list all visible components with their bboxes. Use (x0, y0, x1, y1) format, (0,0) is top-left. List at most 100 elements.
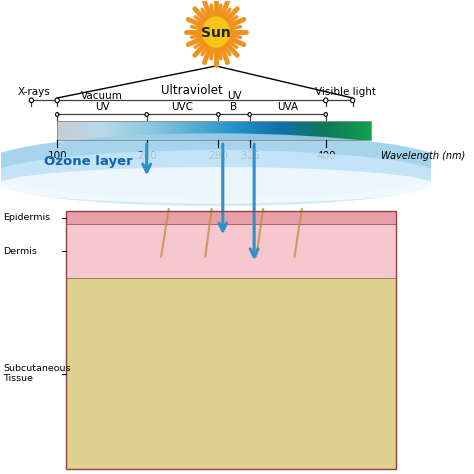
Bar (84, 120, 85, 140)
Bar (325, 120, 326, 140)
Bar (141, 120, 142, 140)
Bar (312, 120, 313, 140)
Bar (292, 120, 293, 140)
Bar (232, 120, 233, 140)
Bar (91, 120, 92, 140)
Bar (156, 120, 157, 140)
Bar (320, 120, 321, 140)
Bar (319, 120, 320, 140)
Bar (337, 120, 338, 140)
Bar (328, 120, 329, 140)
Bar (166, 120, 167, 140)
Bar (222, 120, 223, 140)
Bar (99, 120, 100, 140)
Bar (106, 120, 107, 140)
Bar (353, 120, 354, 140)
Bar (190, 120, 191, 140)
Bar (111, 120, 112, 140)
Bar (276, 120, 277, 140)
Bar (359, 120, 360, 140)
Bar (266, 120, 267, 140)
Bar (322, 120, 323, 140)
Bar (256, 120, 257, 140)
Bar (63, 120, 64, 140)
Bar (171, 120, 172, 140)
Bar (206, 120, 207, 140)
Bar (255, 120, 256, 140)
Bar (98, 120, 99, 140)
Bar (271, 120, 272, 140)
Bar (65, 120, 66, 140)
Bar (150, 120, 151, 140)
Bar (76, 120, 77, 140)
Bar (217, 120, 218, 140)
Bar (130, 120, 131, 140)
Bar (129, 120, 130, 140)
Bar (178, 120, 179, 140)
Bar (174, 120, 175, 140)
Text: Sun: Sun (201, 26, 231, 40)
Text: Epidermis: Epidermis (3, 213, 51, 222)
Bar (240, 120, 241, 140)
Bar (269, 120, 270, 140)
Bar (121, 120, 122, 140)
Bar (327, 120, 328, 140)
Bar (183, 120, 184, 140)
Bar (329, 120, 330, 140)
Bar (223, 120, 224, 140)
Bar (100, 120, 101, 140)
Bar (154, 120, 155, 140)
Bar (297, 120, 298, 140)
Bar (288, 120, 289, 140)
Bar (276, 120, 277, 140)
Bar (252, 120, 253, 140)
Bar (333, 120, 334, 140)
Bar (167, 120, 168, 140)
Bar (69, 120, 70, 140)
Bar (294, 120, 295, 140)
Bar (233, 120, 234, 140)
Bar (304, 120, 305, 140)
Bar (168, 120, 169, 140)
Bar (323, 120, 324, 140)
Bar (258, 120, 259, 140)
Bar (74, 120, 75, 140)
Bar (151, 120, 152, 140)
Bar (253, 120, 254, 140)
Bar (228, 120, 229, 140)
Bar (110, 120, 111, 140)
Bar (159, 120, 160, 140)
Bar (202, 120, 203, 140)
Bar (149, 120, 150, 140)
Bar (334, 120, 335, 140)
Bar (108, 120, 109, 140)
Bar (286, 120, 287, 140)
Bar (127, 120, 128, 140)
Circle shape (145, 113, 148, 117)
Text: 315: 315 (240, 151, 260, 161)
Bar (350, 120, 351, 140)
Bar (216, 120, 217, 140)
Bar (247, 120, 248, 140)
Bar (353, 120, 354, 140)
Text: 200: 200 (137, 151, 156, 161)
Bar (366, 120, 367, 140)
Bar (113, 120, 114, 140)
Bar (345, 120, 346, 140)
Circle shape (324, 113, 328, 117)
Bar (213, 120, 214, 140)
Bar (103, 120, 104, 140)
Bar (66, 211, 396, 469)
Bar (71, 120, 72, 140)
Text: X-rays: X-rays (17, 87, 50, 97)
Bar (225, 120, 226, 140)
Text: UVA: UVA (277, 102, 298, 112)
Bar (57, 120, 371, 140)
Bar (62, 120, 63, 140)
Bar (258, 120, 259, 140)
Bar (348, 120, 349, 140)
Bar (303, 120, 304, 140)
Bar (131, 120, 132, 140)
Bar (176, 120, 177, 140)
Bar (326, 120, 327, 140)
